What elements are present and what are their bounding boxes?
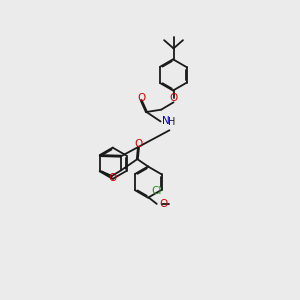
Text: O: O [169,94,178,103]
Text: O: O [109,173,117,183]
Text: H: H [168,117,175,127]
Text: O: O [137,93,145,103]
Text: Cl: Cl [151,186,162,196]
Text: N: N [162,116,170,126]
Text: O: O [134,139,142,149]
Text: O: O [159,200,167,209]
